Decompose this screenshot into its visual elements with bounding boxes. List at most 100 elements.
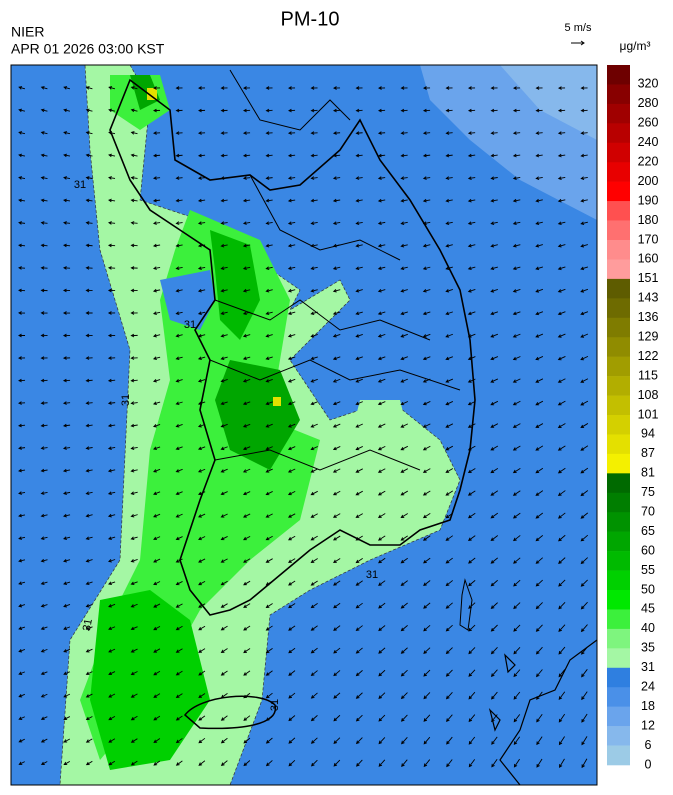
wind-arrow — [580, 400, 589, 406]
wind-arrow — [220, 86, 228, 90]
legend-label: 75 — [641, 485, 655, 499]
wind-arrow — [445, 131, 453, 135]
wind-arrow — [445, 221, 453, 225]
wind-arrow — [490, 624, 498, 632]
wind-arrow — [198, 648, 206, 653]
wind-arrow — [220, 423, 228, 428]
wind-arrow — [423, 580, 431, 587]
wind-arrow — [107, 243, 116, 248]
wind-arrow — [108, 198, 116, 203]
wind-arrow — [580, 355, 589, 361]
wind-arrow — [265, 423, 273, 428]
contour-label: 31 — [120, 394, 132, 406]
wind-arrow — [153, 738, 161, 743]
wind-arrow — [557, 266, 566, 271]
wind-arrow — [535, 108, 543, 113]
wind-arrow — [377, 468, 386, 473]
legend-label: 190 — [638, 193, 659, 207]
wind-arrow — [85, 356, 93, 360]
wind-arrow — [535, 198, 543, 203]
wind-arrow — [175, 198, 183, 203]
wind-arrow — [378, 557, 386, 564]
wind-arrow — [63, 626, 71, 630]
wind-arrow — [513, 624, 521, 632]
wind-arrow — [558, 691, 566, 700]
wind-arrow — [580, 490, 589, 497]
wind-arrow — [63, 131, 71, 135]
wind-arrow — [332, 153, 341, 158]
wind-arrow — [400, 647, 408, 654]
wind-arrow — [467, 266, 476, 271]
wind-arrow — [198, 131, 206, 135]
wind-arrow — [152, 288, 161, 293]
wind-arrow — [467, 311, 476, 316]
wind-arrow — [288, 625, 296, 631]
wind-arrow — [175, 491, 183, 496]
wind-arrow — [467, 176, 476, 180]
wind-arrow — [535, 378, 544, 383]
wind-arrow — [220, 221, 228, 225]
wind-arrow — [445, 512, 454, 519]
wind-arrow — [85, 558, 93, 563]
wind-arrow — [332, 401, 341, 406]
wind-arrow — [535, 333, 544, 338]
wind-arrow — [445, 378, 454, 383]
wind-arrow — [220, 760, 228, 766]
wind-arrow — [40, 761, 48, 765]
wind-arrow — [288, 603, 296, 609]
wind-arrow — [40, 671, 48, 675]
wind-arrow — [445, 153, 453, 158]
wind-arrow — [445, 311, 453, 316]
wind-arrow — [175, 153, 183, 158]
wind-arrow — [490, 198, 498, 203]
wind-arrow — [40, 738, 48, 743]
wind-arrow — [265, 558, 273, 563]
legend-swatch — [607, 726, 630, 746]
wind-arrow — [333, 580, 341, 586]
wind-arrow — [175, 558, 183, 563]
wind-arrow — [220, 379, 228, 383]
wind-arrow — [265, 176, 273, 180]
wind-arrow — [536, 713, 543, 723]
wind-arrow — [557, 176, 566, 180]
wind-arrow — [535, 646, 543, 655]
wind-arrow — [85, 626, 93, 631]
wind-arrow — [242, 288, 251, 293]
wind-arrow — [580, 646, 588, 655]
wind-arrow — [558, 669, 566, 678]
contour-region — [90, 590, 210, 770]
wind-arrow — [535, 356, 544, 361]
wind-arrow — [423, 557, 431, 564]
wind-arrow — [490, 153, 498, 158]
wind-arrow — [445, 176, 453, 180]
wind-arrow — [40, 401, 48, 405]
wind-arrow — [85, 738, 93, 743]
wind-arrow — [557, 445, 566, 451]
wind-arrow — [153, 693, 161, 698]
wind-arrow — [310, 423, 318, 428]
wind-arrow — [512, 243, 521, 248]
wind-arrow — [445, 490, 454, 496]
wind-arrow — [468, 580, 476, 587]
wind-arrow — [152, 311, 161, 315]
wind-arrow — [40, 243, 48, 248]
wind-arrow — [243, 670, 251, 676]
wind-arrow — [355, 378, 363, 383]
wind-arrow — [557, 400, 566, 406]
wind-arrow — [400, 468, 409, 473]
wind-arrow — [513, 579, 521, 587]
wind-arrow — [220, 625, 228, 631]
wind-arrow — [468, 736, 476, 745]
wind-arrow — [378, 669, 386, 677]
wind-arrow — [287, 468, 296, 473]
wind-arrow — [18, 198, 26, 203]
wind-arrow — [512, 108, 521, 113]
wind-arrow — [265, 468, 273, 473]
wind-arrow — [85, 603, 93, 608]
wind-arrow — [558, 86, 566, 90]
wind-arrow — [40, 131, 48, 135]
wind-arrow — [62, 401, 71, 405]
wind-arrow — [310, 243, 318, 248]
wind-arrow — [175, 333, 183, 338]
wind-arrow — [535, 423, 544, 428]
